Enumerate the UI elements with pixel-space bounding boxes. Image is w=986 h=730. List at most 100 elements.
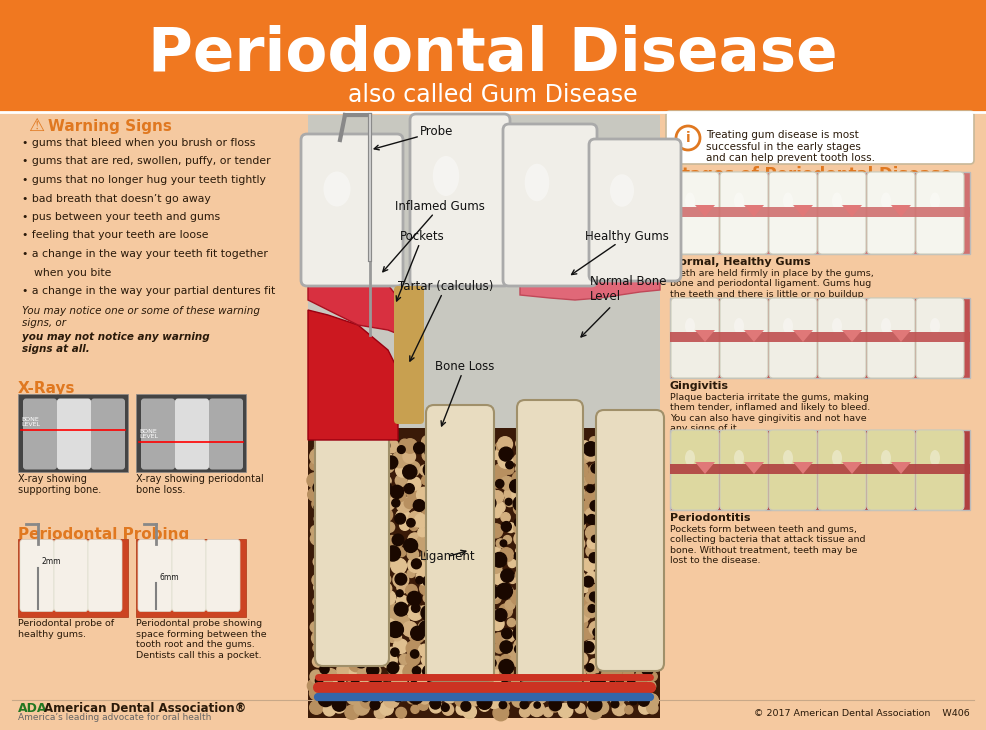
Ellipse shape xyxy=(930,193,940,209)
Circle shape xyxy=(415,665,430,680)
Circle shape xyxy=(451,539,460,549)
Circle shape xyxy=(376,480,391,496)
Circle shape xyxy=(384,556,393,567)
Circle shape xyxy=(368,574,385,590)
Circle shape xyxy=(516,567,530,582)
Circle shape xyxy=(322,439,334,451)
Circle shape xyxy=(635,691,646,702)
FancyBboxPatch shape xyxy=(818,298,866,378)
Circle shape xyxy=(624,569,634,578)
Circle shape xyxy=(407,518,415,527)
Circle shape xyxy=(600,574,611,585)
Circle shape xyxy=(443,483,452,492)
Circle shape xyxy=(420,583,432,595)
Circle shape xyxy=(635,466,645,477)
Circle shape xyxy=(439,681,454,696)
Circle shape xyxy=(527,641,534,650)
Circle shape xyxy=(676,126,700,150)
Circle shape xyxy=(349,666,363,679)
Circle shape xyxy=(394,692,403,702)
Circle shape xyxy=(418,606,429,616)
Circle shape xyxy=(444,572,458,586)
Circle shape xyxy=(589,585,600,596)
Circle shape xyxy=(590,501,600,511)
Circle shape xyxy=(337,551,347,562)
Circle shape xyxy=(551,489,564,503)
Circle shape xyxy=(489,474,503,488)
Circle shape xyxy=(468,441,481,454)
Circle shape xyxy=(431,654,442,665)
Circle shape xyxy=(458,622,466,629)
Circle shape xyxy=(484,585,499,599)
Circle shape xyxy=(648,583,663,599)
Circle shape xyxy=(422,450,433,461)
Circle shape xyxy=(321,608,334,620)
Circle shape xyxy=(317,522,329,534)
Circle shape xyxy=(447,553,455,561)
Circle shape xyxy=(639,656,649,666)
Circle shape xyxy=(334,626,341,633)
Circle shape xyxy=(491,668,506,683)
FancyBboxPatch shape xyxy=(209,399,243,469)
Text: You may notice one or some of these warning
signs, or: You may notice one or some of these warn… xyxy=(22,307,260,328)
Circle shape xyxy=(316,439,328,452)
Bar xyxy=(670,207,970,217)
Circle shape xyxy=(614,634,625,645)
Circle shape xyxy=(442,438,457,453)
Circle shape xyxy=(591,497,603,510)
Circle shape xyxy=(452,467,459,475)
Circle shape xyxy=(648,526,662,540)
Circle shape xyxy=(614,441,625,452)
Circle shape xyxy=(539,584,554,599)
Circle shape xyxy=(646,642,661,657)
Circle shape xyxy=(454,646,465,657)
Circle shape xyxy=(314,556,323,567)
Circle shape xyxy=(461,483,472,493)
Circle shape xyxy=(437,561,445,569)
Circle shape xyxy=(589,553,599,563)
Circle shape xyxy=(312,498,323,510)
Circle shape xyxy=(530,664,538,672)
Circle shape xyxy=(407,569,415,577)
Circle shape xyxy=(355,440,370,455)
Circle shape xyxy=(545,656,561,672)
Circle shape xyxy=(514,531,528,546)
FancyBboxPatch shape xyxy=(91,399,125,469)
Circle shape xyxy=(331,448,342,458)
Polygon shape xyxy=(744,205,764,217)
Circle shape xyxy=(565,567,581,582)
Circle shape xyxy=(515,552,523,560)
Circle shape xyxy=(538,527,548,536)
Circle shape xyxy=(407,694,417,704)
Circle shape xyxy=(331,638,347,653)
Circle shape xyxy=(307,473,322,488)
Circle shape xyxy=(431,480,439,489)
Circle shape xyxy=(434,694,443,702)
Circle shape xyxy=(538,598,548,607)
Circle shape xyxy=(396,590,403,596)
Circle shape xyxy=(540,634,550,645)
Circle shape xyxy=(370,450,383,463)
Circle shape xyxy=(395,464,409,477)
Circle shape xyxy=(416,536,431,550)
Bar xyxy=(0,0,986,112)
FancyBboxPatch shape xyxy=(666,111,974,164)
Circle shape xyxy=(524,500,538,515)
Text: Periodontal probe showing
space forming between the
tooth root and the gums.
Den: Periodontal probe showing space forming … xyxy=(136,620,266,660)
Circle shape xyxy=(477,526,488,538)
Circle shape xyxy=(516,442,530,456)
Circle shape xyxy=(568,697,579,708)
FancyBboxPatch shape xyxy=(769,430,817,510)
Circle shape xyxy=(606,602,614,610)
Circle shape xyxy=(423,593,432,602)
Circle shape xyxy=(567,610,580,623)
Circle shape xyxy=(444,628,457,640)
Circle shape xyxy=(646,560,660,575)
Circle shape xyxy=(361,588,370,597)
Circle shape xyxy=(455,691,469,707)
Circle shape xyxy=(317,548,325,557)
Ellipse shape xyxy=(832,193,842,209)
Circle shape xyxy=(488,445,495,452)
Circle shape xyxy=(368,599,379,610)
Circle shape xyxy=(391,499,400,507)
